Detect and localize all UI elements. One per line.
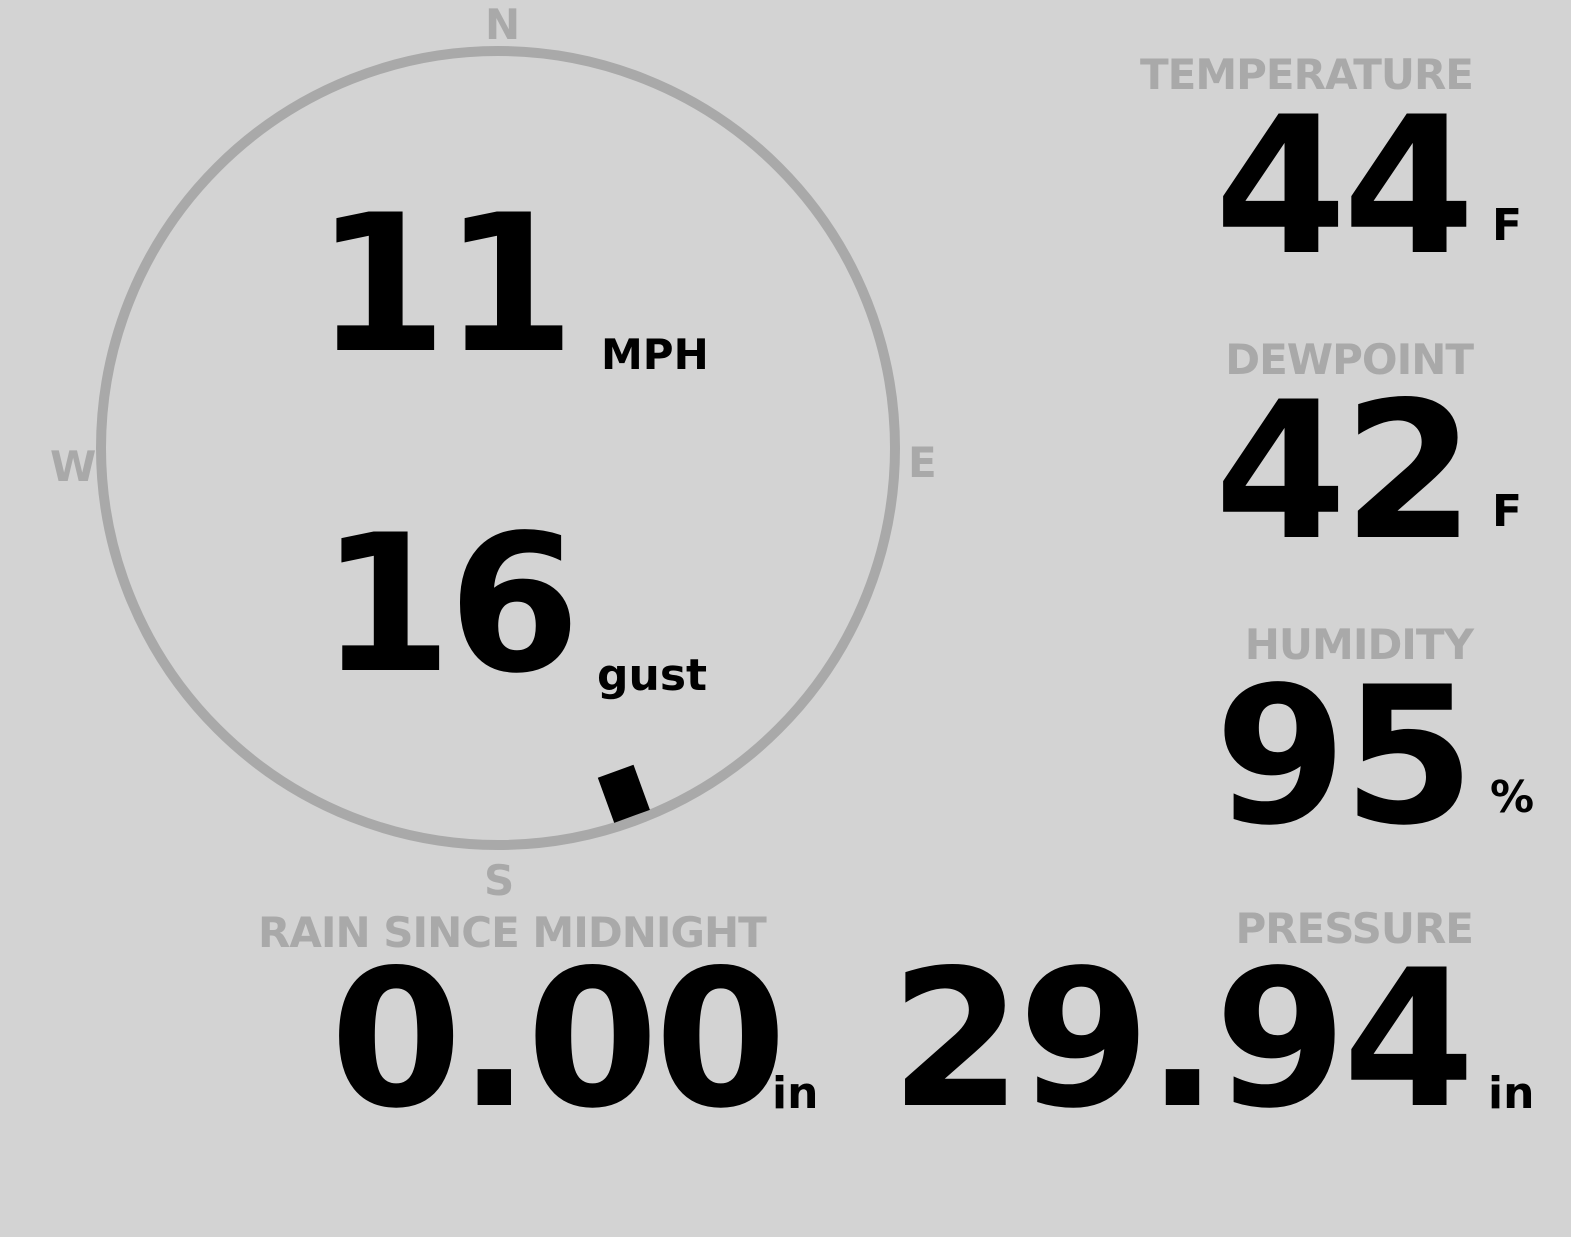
wind-gust-label: gust bbox=[597, 650, 708, 701]
temperature-unit: F bbox=[1492, 200, 1523, 251]
compass-south: S bbox=[484, 856, 515, 905]
rain-label: RAIN SINCE MIDNIGHT bbox=[258, 908, 767, 957]
humidity-unit: % bbox=[1490, 772, 1535, 823]
pressure-unit: in bbox=[1488, 1068, 1535, 1119]
dewpoint-value: 42 bbox=[1214, 361, 1475, 582]
temperature-label: TEMPERATURE bbox=[1140, 50, 1474, 99]
compass-ring bbox=[96, 46, 900, 850]
wind-speed-unit: MPH bbox=[601, 330, 709, 379]
humidity-label: HUMIDITY bbox=[1244, 620, 1474, 669]
compass-north: N bbox=[485, 0, 521, 49]
compass-west: W bbox=[50, 442, 97, 491]
pressure-value: 29.94 bbox=[890, 929, 1475, 1150]
wind-direction-marker bbox=[597, 764, 650, 823]
dewpoint-label: DEWPOINT bbox=[1225, 335, 1474, 384]
rain-unit: in bbox=[772, 1068, 819, 1119]
humidity-value: 95 bbox=[1214, 646, 1475, 867]
rain-value: 0.00 bbox=[330, 929, 787, 1150]
wind-gust-value: 16 bbox=[320, 494, 580, 715]
dewpoint-unit: F bbox=[1492, 486, 1523, 537]
compass-east: E bbox=[908, 438, 937, 487]
wind-speed-value: 11 bbox=[315, 174, 575, 395]
pressure-label: PRESSURE bbox=[1235, 904, 1474, 953]
temperature-value: 44 bbox=[1214, 76, 1475, 297]
